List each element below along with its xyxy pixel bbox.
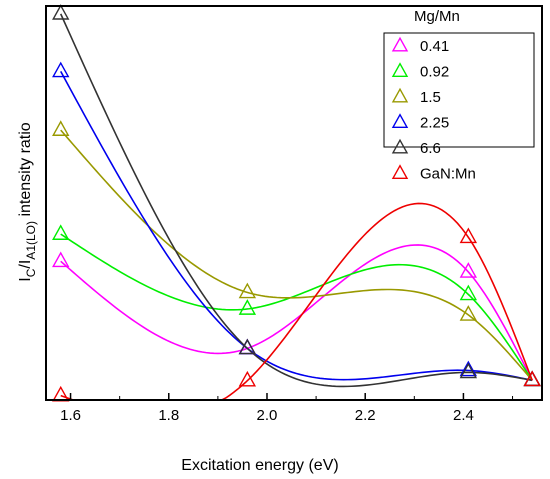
data-point-gan-mn [459,227,478,244]
legend: Mg/Mn 0.41 0.92 1.5 2.25 6.6 GaN:Mn [383,8,535,183]
y-label-rest: intensity ratio [17,122,34,221]
legend-label-1-5: 1.5 [420,89,441,106]
data-point-6-6 [238,338,257,355]
series-line-6-6 [60,13,533,388]
markers-layer [52,4,541,402]
x-tick-label: 1.8 [158,407,179,424]
data-point-2-25 [459,360,478,377]
series-line-0-41 [60,244,533,381]
legend-label-2-25: 2.25 [420,115,449,132]
y-label-main: I [17,277,34,281]
x-tick-label: 2.4 [453,407,474,424]
legend-label-0-41: 0.41 [420,38,449,55]
data-point-1-5 [238,282,257,299]
legend-label-6-6: 6.6 [420,140,441,157]
x-tick-label: 2.0 [257,407,278,424]
legend-label-gan-mn: GaN:Mn [420,166,476,183]
legend-title: Mg/Mn [414,8,460,25]
series-line-2-25 [60,71,533,382]
legend-marker-1-5 [391,87,409,103]
x-tick-label: 2.2 [355,407,376,424]
data-point-gan-mn [52,385,70,402]
legend-label-0-92: 0.92 [420,64,449,81]
data-point-0-41 [459,262,478,278]
data-point-1-5 [459,305,478,321]
data-point-0-92 [52,224,70,240]
x-tick-label: 1.6 [60,407,81,424]
data-point-0-41 [52,251,70,268]
series-line-0-92 [60,233,533,381]
legend-marker-gan-mn [391,164,409,179]
data-point-gan-mn [523,370,541,387]
legend-marker-2-25 [391,113,409,128]
data-point-6-6 [52,4,70,20]
legend-marker-0-92 [391,62,409,77]
legend-box [383,32,535,148]
data-point-1-5 [52,120,70,136]
data-point-0-92 [459,284,478,301]
data-point-6-6 [459,362,478,379]
data-point-0-92 [238,299,257,315]
y-label-sub1: C [24,268,38,277]
y-label-sep: /I [17,260,34,269]
legend-marker-0-41 [391,36,409,52]
data-point-gan-mn [238,370,257,387]
series-line-1-5 [60,129,533,381]
legend-items: 0.41 0.92 1.5 2.25 6.6 GaN:Mn [391,36,476,183]
data-point-2-25 [52,61,70,78]
plot-frame [45,5,543,401]
x-axis-label: Excitation energy (eV) [181,457,338,474]
y-label-sub2: A1(LO) [24,221,38,260]
x-axis-ticks: 1.6 1.8 2.0 2.2 2.4 [60,393,514,424]
legend-marker-6-6 [391,138,409,154]
y-axis-label: IC/IA1(LO) intensity ratio [17,122,38,282]
